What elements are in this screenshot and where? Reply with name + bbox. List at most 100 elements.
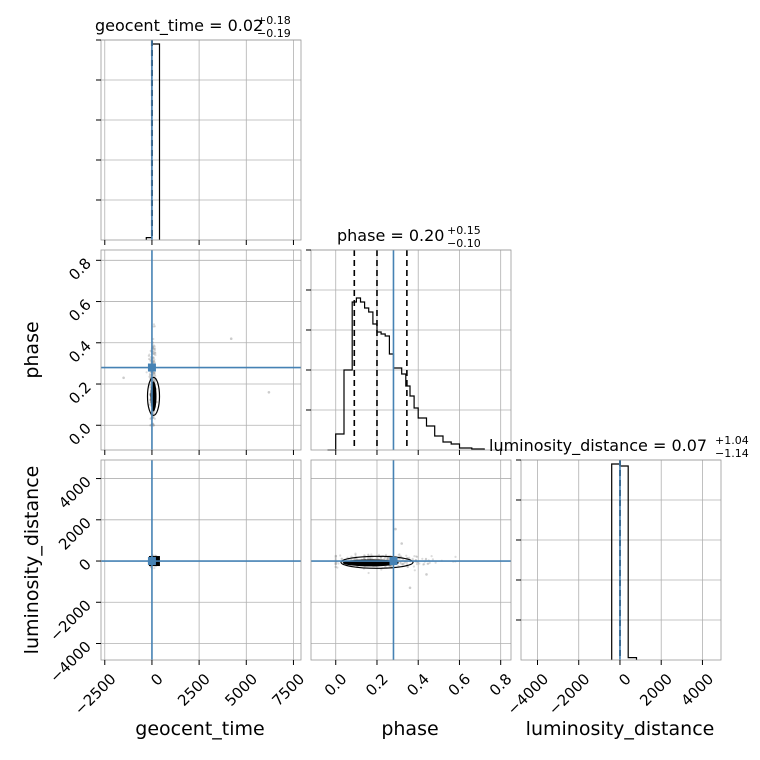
sample-point-phase-vs-luminosity-distance-283 (336, 566, 339, 569)
xlabel-phase: phase (381, 718, 438, 740)
sample-point-geocent-time-vs-phase-189 (147, 357, 151, 361)
sample-point-phase-vs-luminosity-distance-211 (405, 554, 408, 557)
contour-outer-geocent-time-vs-phase (146, 376, 161, 416)
sample-point-phase-vs-luminosity-distance-187 (334, 554, 337, 558)
sample-point-phase-vs-luminosity-distance-0 (370, 553, 373, 556)
sample-point-geocent-time-vs-phase-186 (152, 379, 155, 382)
sample-point-geocent-time-vs-phase-71 (152, 412, 156, 415)
sample-point-phase-vs-luminosity-distance-141 (334, 562, 337, 566)
sample-point-geocent-time-vs-phase-180 (153, 417, 156, 420)
sample-point-phase-vs-luminosity-distance-120 (384, 553, 388, 556)
frame-luminosity_distance (520, 459, 722, 661)
sample-point-phase-vs-luminosity-distance-188 (350, 555, 353, 558)
title-luminosity-distance-text: luminosity_distance = 0.07 (489, 436, 707, 456)
sample-point-phase-vs-luminosity-distance-1 (340, 557, 343, 560)
xlabel-geocent-time: geocent_time (135, 718, 264, 740)
title-geocent-time-text: geocent_time = 0.02 (95, 16, 263, 36)
sample-point-geocent-time-vs-phase-82 (152, 424, 155, 427)
sample-point-phase-vs-luminosity-distance-166 (367, 571, 370, 575)
xtick-label-phase-1: 0.2 (362, 670, 392, 700)
sample-point-geocent-time-vs-phase-97 (145, 371, 148, 374)
sample-point-geocent-time-vs-phase-0 (155, 401, 158, 404)
outlier-point-3 (408, 586, 412, 590)
sample-point-geocent-time-vs-phase-30 (153, 358, 156, 361)
sample-point-geocent-time-vs-phase-142 (152, 424, 155, 427)
panel-frames (100, 39, 722, 661)
truth-marker-geocent_time-vs-phase (147, 363, 156, 372)
truth-marker-phase-vs-luminosity_distance (389, 557, 398, 566)
sample-point-geocent-time-vs-phase-147 (152, 350, 155, 353)
sample-point-geocent-time-vs-phase-237 (154, 374, 157, 378)
xtick-label-luminosity_distance-0: −4000 (504, 670, 553, 719)
sample-point-geocent-time-vs-phase-80 (152, 344, 155, 347)
sample-point-geocent-time-vs-phase-102 (152, 360, 155, 363)
sample-point-phase-vs-luminosity-distance-108 (412, 565, 415, 568)
sample-point-phase-vs-luminosity-distance-155 (415, 563, 419, 566)
sample-point-phase-vs-luminosity-distance-26 (377, 553, 381, 557)
sample-point-geocent-time-vs-phase-179 (149, 424, 152, 427)
xtick-label-geocent_time-3: 5000 (221, 670, 261, 710)
sample-point-phase-vs-luminosity-distance-106 (334, 565, 337, 569)
sample-point-phase-vs-luminosity-distance-30 (386, 556, 389, 560)
outlier-point-4 (394, 527, 397, 531)
ytick-label-luminosity_distance-3: 2000 (55, 514, 95, 554)
sample-point-phase-vs-luminosity-distance-183 (334, 558, 337, 561)
sample-point-geocent-time-vs-phase-141 (152, 353, 156, 356)
sample-point-phase-vs-luminosity-distance-83 (454, 555, 457, 559)
sample-point-geocent-time-vs-phase-4 (153, 351, 156, 354)
sample-point-phase-vs-luminosity-distance-32 (367, 557, 370, 560)
sample-point-geocent-time-vs-phase-87 (147, 354, 150, 357)
ytick-label-phase-4: 0.8 (65, 254, 95, 284)
histogram-phase (327, 297, 485, 451)
sample-point-phase-vs-luminosity-distance-77 (401, 563, 404, 566)
sample-point-phase-vs-luminosity-distance-176 (404, 561, 407, 564)
truth-layer (101, 40, 621, 660)
sample-point-geocent-time-vs-phase-67 (153, 372, 156, 375)
sample-point-phase-vs-luminosity-distance-229 (413, 569, 416, 572)
sample-point-phase-vs-luminosity-distance-302 (334, 561, 337, 564)
sample-point-geocent-time-vs-phase-192 (154, 351, 157, 354)
sample-point-phase-vs-luminosity-distance-245 (399, 561, 402, 564)
sample-point-phase-vs-luminosity-distance-195 (334, 555, 337, 558)
title-geocent-time: geocent_time = 0.02 +0.18 −0.19 (95, 14, 291, 40)
sample-point-geocent-time-vs-phase-223 (152, 337, 155, 341)
sample-point-geocent-time-vs-phase-89 (153, 373, 156, 376)
sample-point-geocent-time-vs-phase-125 (152, 372, 156, 375)
sample-point-geocent-time-vs-phase-190 (149, 385, 152, 388)
sample-point-phase-vs-luminosity-distance-274 (367, 554, 370, 557)
title-phase-upper: +0.15 (447, 224, 481, 237)
sample-point-geocent-time-vs-phase-129 (152, 356, 155, 359)
sample-point-geocent-time-vs-luminosity-distance-122 (153, 567, 156, 570)
sample-point-phase-vs-luminosity-distance-193 (389, 565, 392, 568)
sample-point-phase-vs-luminosity-distance-72 (335, 554, 338, 558)
sample-point-phase-vs-luminosity-distance-232 (363, 557, 366, 560)
sample-point-phase-vs-luminosity-distance-153 (408, 556, 411, 559)
sample-point-phase-vs-luminosity-distance-107 (421, 557, 424, 560)
sample-point-geocent-time-vs-phase-170 (149, 374, 152, 377)
sample-point-phase-vs-luminosity-distance-86 (380, 556, 383, 559)
title-luminosity-distance: luminosity_distance = 0.07 +1.04 −1.14 (489, 434, 749, 460)
ytick-label-luminosity_distance-4: 4000 (55, 473, 95, 513)
histogram-luminosity_distance (611, 463, 638, 660)
xlabel-luminosity-distance: luminosity_distance (526, 718, 715, 740)
sample-point-geocent-time-vs-phase-15 (153, 371, 156, 374)
xtick-label-geocent_time-2: 2500 (174, 670, 214, 710)
ylabel-phase: phase (21, 321, 43, 378)
contour-layer (146, 376, 414, 569)
outlier-point-2 (122, 376, 125, 380)
sample-point-phase-vs-luminosity-distance-192 (406, 565, 409, 569)
contour-outer-phase-vs-luminosity-distance (340, 555, 414, 569)
sample-point-geocent-time-vs-phase-40 (152, 357, 155, 360)
sample-point-phase-vs-luminosity-distance-131 (399, 555, 402, 558)
sample-point-geocent-time-vs-phase-134 (152, 416, 155, 419)
frame-phase-vs-luminosity_distance (310, 459, 512, 661)
sample-point-geocent-time-vs-phase-23 (148, 372, 151, 376)
sample-point-phase-vs-luminosity-distance-185 (401, 562, 404, 565)
sample-point-geocent-time-vs-phase-224 (152, 359, 155, 362)
sample-point-phase-vs-luminosity-distance-97 (397, 553, 400, 556)
sample-point-geocent-time-vs-phase-146 (148, 375, 151, 378)
sample-point-geocent-time-vs-phase-7 (153, 345, 156, 348)
sample-point-geocent-time-vs-phase-176 (152, 345, 155, 348)
title-luminosity-distance-lower: −1.14 (715, 447, 749, 460)
sample-point-phase-vs-luminosity-distance-310 (354, 553, 357, 556)
